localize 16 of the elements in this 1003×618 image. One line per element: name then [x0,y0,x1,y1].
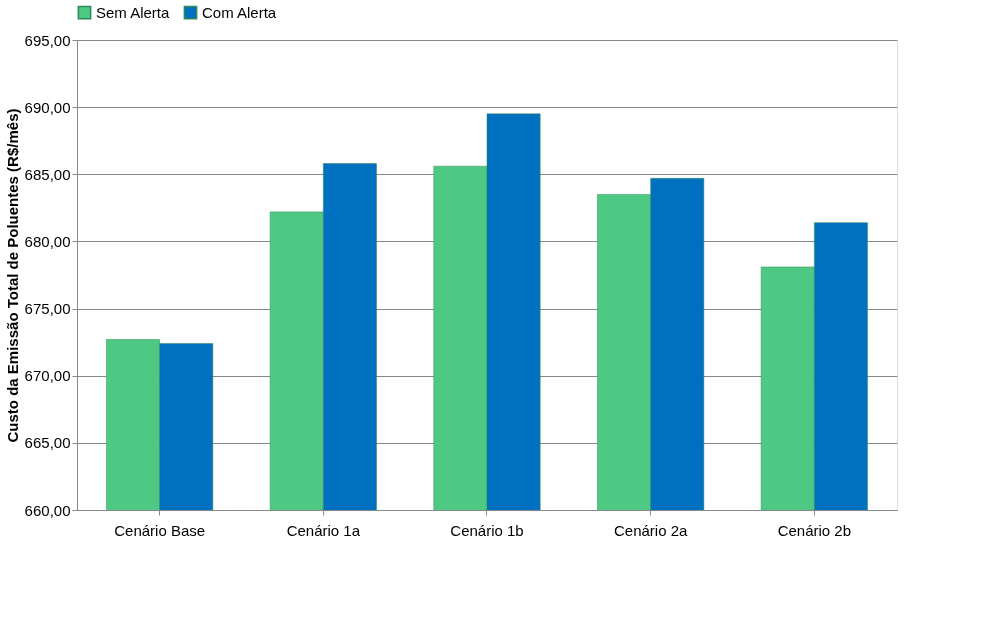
x-tick-label: Cenário 2a [613,521,689,539]
legend-label: Sem Alerta [96,3,171,21]
y-axis-title: Custo da Emissão Total de Poluentes (R$/mês) [3,108,21,443]
x-tick-label: Cenário Base [114,521,206,539]
x-tick-label: Cenário 1b [450,521,524,539]
y-tick-label: 685,00 [24,165,71,183]
x-tick-label: Cenário 1a [286,521,361,539]
y-tick-label: 690,00 [24,98,71,116]
y-tick-label: 665,00 [24,434,71,452]
y-tick-label: 680,00 [24,232,71,250]
y-tick-label: 660,00 [24,501,71,519]
legend-label: Com Alerta [202,3,277,21]
y-tick-label: 695,00 [24,31,71,49]
y-tick-label: 670,00 [24,367,71,385]
y-tick-label: 675,00 [24,300,71,318]
x-tick-label: Cenário 2b [777,521,852,539]
